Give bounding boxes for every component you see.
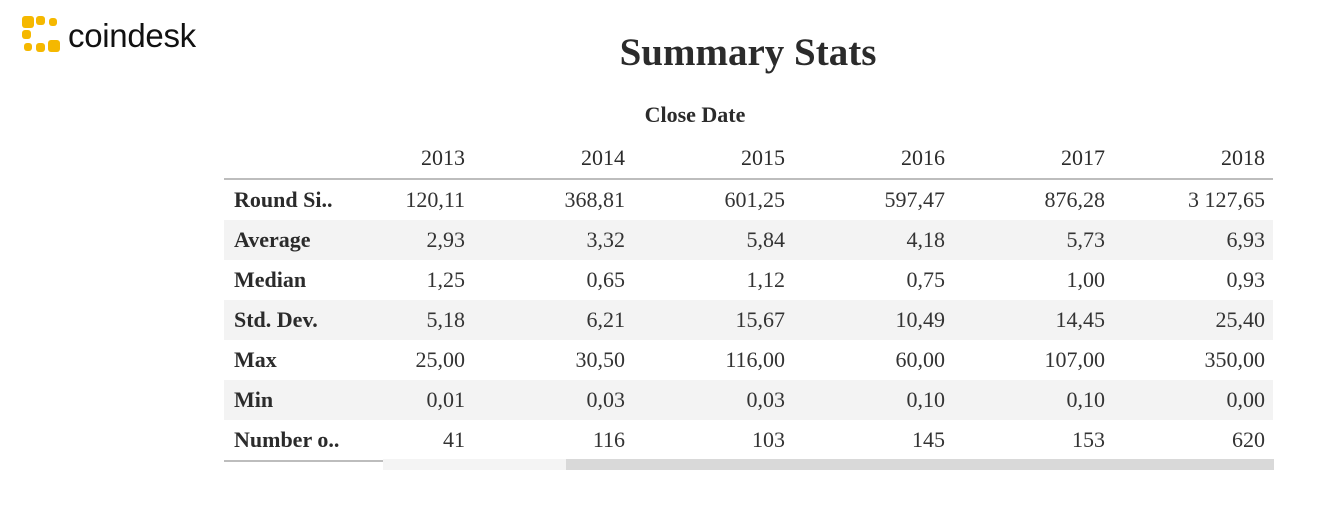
table-cell: 0,10: [793, 380, 953, 420]
table-cell: 6,93: [1113, 220, 1273, 260]
table-cell: 15,67: [633, 300, 793, 340]
table-cell: 0,00: [1113, 380, 1273, 420]
table-cell: 3 127,65: [1188, 187, 1265, 212]
table-cell: 25,40: [1113, 300, 1273, 340]
table-row: Average 2,93 3,32 5,84 4,18 5,73 6,93: [224, 220, 1273, 260]
table-cell: 0,01: [366, 380, 473, 420]
brand-name: coindesk: [68, 16, 196, 54]
coindesk-logo[interactable]: coindesk: [22, 16, 196, 54]
row-label-header: [224, 138, 366, 180]
table-cell: 350,00: [1204, 347, 1266, 372]
table-cell: 60,00: [895, 347, 946, 372]
coindesk-logo-icon: [22, 16, 60, 54]
table-cell: 4,18: [793, 220, 953, 260]
table-row: Min 0,01 0,03 0,03 0,10 0,10 0,00: [224, 380, 1273, 420]
table-cell: 1,12: [746, 267, 786, 292]
table-cell: 5,18: [366, 300, 473, 340]
row-label: Max: [234, 347, 277, 372]
table-cell: 30,50: [575, 347, 626, 372]
page-title: Summary Stats: [619, 31, 877, 74]
table-cell: 5,84: [633, 220, 793, 260]
header-row: 2013 2014 2015 2016 2017 2018: [224, 138, 1273, 180]
table-cell: 0,75: [906, 267, 946, 292]
table-cell: 3,32: [473, 220, 633, 260]
table-cell: 5,73: [953, 220, 1113, 260]
row-label: Round Si..: [234, 187, 333, 212]
table-row: Std. Dev. 5,18 6,21 15,67 10,49 14,45 25…: [224, 300, 1273, 340]
column-header[interactable]: 2017: [953, 138, 1113, 180]
scrollbar-thumb[interactable]: [566, 459, 1274, 470]
table-row: Number o.. 41 116 103 145 153 620: [224, 420, 1273, 462]
table-cell: 14,45: [953, 300, 1113, 340]
table-cell: 876,28: [1044, 187, 1106, 212]
table-cell: 116,00: [725, 347, 785, 372]
table-cell: 116: [473, 420, 633, 462]
row-label: Min: [224, 380, 366, 420]
table-row: Median 1,25 0,65 1,12 0,75 1,00 0,93: [224, 260, 1273, 300]
table-cell: 1,25: [426, 267, 466, 292]
column-header[interactable]: 2014: [473, 138, 633, 180]
table-row: Round Si.. 120,11 368,81 601,25 597,47 8…: [224, 179, 1273, 220]
table-cell: 107,00: [1044, 347, 1106, 372]
table-cell: 597,47: [884, 187, 946, 212]
row-label: Average: [224, 220, 366, 260]
column-header[interactable]: 2016: [793, 138, 953, 180]
table-cell: 0,65: [586, 267, 626, 292]
table-cell: 103: [633, 420, 793, 462]
table-cell: 601,25: [724, 187, 786, 212]
column-header[interactable]: 2015: [633, 138, 793, 180]
summary-stats-table: 2013 2014 2015 2016 2017 2018 Round Si..…: [224, 138, 1273, 462]
row-label: Std. Dev.: [224, 300, 366, 340]
table-cell: 2,93: [366, 220, 473, 260]
table-cell: 620: [1113, 420, 1273, 462]
column-header[interactable]: 2013: [366, 138, 473, 180]
table-cell: 0,03: [473, 380, 633, 420]
column-header[interactable]: 2018: [1113, 138, 1273, 180]
table-row: Max 25,00 30,50 116,00 60,00 107,00 350,…: [224, 340, 1273, 380]
row-label: Median: [234, 267, 307, 292]
table-cell: 0,03: [633, 380, 793, 420]
table-cell: 368,81: [564, 187, 626, 212]
table-cell: 6,21: [473, 300, 633, 340]
table-cell: 0,93: [1226, 267, 1266, 292]
table-cell: 1,00: [1066, 267, 1106, 292]
table-cell: 10,49: [793, 300, 953, 340]
table-cell: 25,00: [415, 347, 466, 372]
row-label: Number o..: [224, 420, 366, 462]
table-cell: 0,10: [953, 380, 1113, 420]
table-cell: 41: [366, 420, 473, 462]
horizontal-scrollbar[interactable]: [383, 459, 1274, 470]
column-group-label: Close Date: [644, 102, 746, 127]
table-cell: 120,11: [405, 187, 465, 212]
table-cell: 153: [953, 420, 1113, 462]
table-cell: 145: [793, 420, 953, 462]
